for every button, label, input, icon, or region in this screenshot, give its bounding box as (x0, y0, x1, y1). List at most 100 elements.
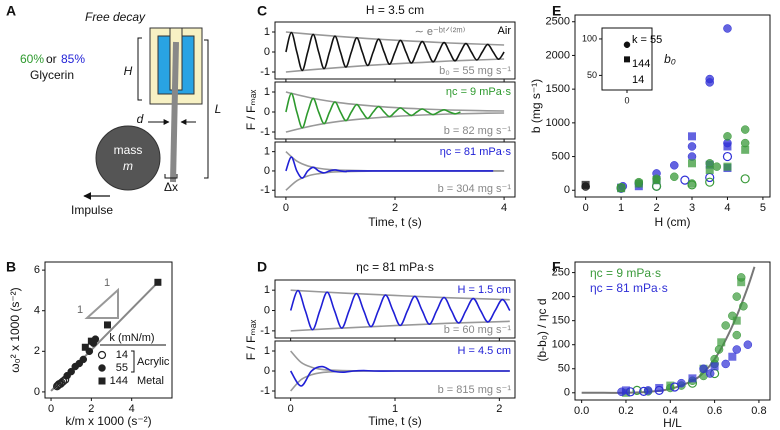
y-axis-label: F / Fₘₐₓ (244, 320, 258, 361)
x-axis-label: H/L (663, 416, 682, 430)
x-tick-label: 0 (48, 403, 54, 415)
x-tick-label: 0.2 (618, 405, 633, 417)
concentration-label: 85% (61, 52, 85, 66)
data-point (670, 172, 679, 182)
annotation: Air (498, 25, 512, 37)
y-tick-label: 0 (264, 365, 270, 377)
y-tick-label: 6 (34, 264, 40, 276)
data-point (97, 350, 107, 360)
data-point (740, 125, 750, 134)
slope-triangle (84, 287, 119, 319)
data-point (680, 175, 690, 185)
data-point (624, 56, 630, 63)
data-point (154, 278, 162, 286)
data-point (705, 177, 715, 187)
data-point (714, 345, 724, 354)
panel-letter: F (552, 259, 561, 275)
x-tick-label: 0 (583, 202, 589, 214)
legend-label: 14 (116, 349, 128, 361)
y-tick-label: 0 (264, 46, 270, 58)
data-point (687, 142, 697, 151)
length-bracket (204, 39, 209, 179)
y-axis-label: ω₀² x 1000 (s⁻²) (8, 287, 22, 372)
plot-frame (274, 340, 516, 399)
data-point (723, 162, 732, 171)
data-point (739, 301, 748, 311)
annotation: ηc = 9 mPa·s (446, 86, 512, 98)
chart-title: ηc = 81 mPa·s (356, 260, 434, 274)
data-point (710, 354, 719, 364)
data-point (654, 385, 664, 395)
data-point (699, 364, 708, 373)
rod (170, 41, 179, 183)
x-tick-label: 0 (283, 202, 289, 214)
height-label: H (124, 64, 133, 78)
y-tick-label: -1 (260, 66, 270, 78)
y-tick-label: 200 (552, 291, 570, 303)
data-point (639, 386, 649, 396)
data-point (721, 321, 730, 330)
legend-group: Metal (137, 375, 164, 387)
data-point (59, 377, 68, 386)
annotation: 14 (632, 74, 644, 86)
panel-a: A Free decay 60% or 85% Glycerin mass m … (6, 3, 221, 217)
data-line (290, 320, 510, 332)
y-tick-label: -1 (260, 184, 270, 196)
y-tick-label: 0 (564, 184, 570, 196)
data-point (705, 369, 715, 378)
data-line (285, 156, 494, 179)
x-tick-label: 5 (760, 202, 766, 214)
mass-symbol: m (123, 159, 133, 173)
y-axis-label: b (mg s⁻¹) (529, 79, 543, 133)
data-point (728, 352, 737, 361)
annotation: b₀ = 55 mg s⁻¹ (439, 65, 511, 77)
data-point (621, 386, 630, 395)
x-tick-label: 2 (392, 202, 398, 214)
x-tick-label: 0 (288, 403, 294, 415)
data-point (688, 132, 696, 141)
y-tick-label: 2 (34, 345, 40, 357)
annotation: ηc = 81 mPa·s (440, 146, 512, 158)
panel-letter: B (6, 259, 16, 275)
data-point (623, 41, 631, 49)
plot-frame (274, 141, 516, 198)
data-point (737, 278, 746, 287)
x-tick-label: 4 (501, 202, 507, 214)
data-point (79, 355, 88, 364)
data-point (625, 387, 635, 397)
y-tick-label: 50 (587, 70, 597, 80)
legend-label: ηc = 81 mPa·s (590, 281, 668, 295)
x-tick-label: 4 (129, 403, 135, 415)
data-point (617, 184, 626, 193)
legend-bracket (131, 350, 135, 373)
y-tick-label: -1 (260, 385, 270, 397)
data-point (81, 343, 89, 351)
y-tick-label: 0 (564, 387, 570, 399)
data-point (688, 159, 696, 168)
data-point (87, 337, 95, 345)
y-tick-label: 1000 (546, 117, 570, 129)
data-point (743, 340, 753, 349)
y-tick-label: 0 (264, 106, 270, 118)
x-tick-label: 3 (689, 202, 695, 214)
data-point (740, 174, 750, 184)
data-line (289, 365, 510, 387)
y-tick-label: 0 (264, 304, 270, 316)
data-point (670, 161, 679, 170)
data-point (56, 379, 65, 388)
impulse-label: Impulse (71, 203, 113, 217)
inset-label: b₀ (664, 52, 676, 66)
data-point (632, 385, 642, 395)
y-tick-label: 1 (264, 86, 270, 98)
x-tick-label: 0.4 (663, 405, 678, 417)
displacement-bracket (164, 174, 178, 179)
x-tick-label: 2 (88, 403, 94, 415)
data-point (732, 292, 742, 301)
y-axis-label: (b-b₀) / ηc d (535, 299, 549, 362)
legend-label: 55 (116, 362, 128, 374)
y-tick-label: 0 (34, 386, 40, 398)
data-point (732, 316, 741, 325)
data-point (712, 162, 722, 171)
data-point (723, 24, 732, 33)
